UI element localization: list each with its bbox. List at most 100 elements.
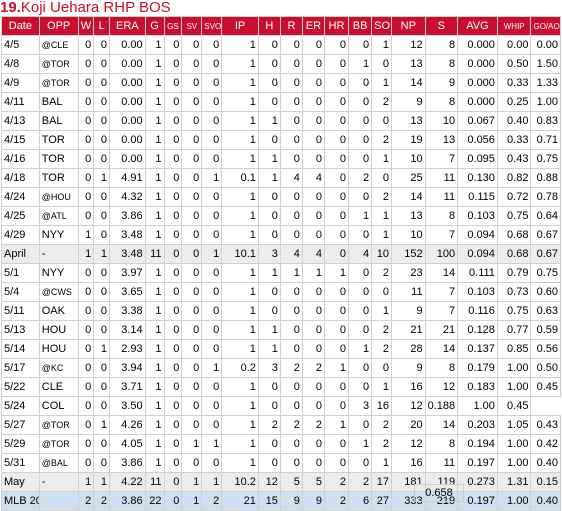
table-cell: 1 [144,130,165,150]
table-cell: 0 [77,130,95,150]
table-cell: 0.40 [530,491,561,511]
table-cell: 17 [371,472,393,492]
table-cell: 1 [371,225,393,245]
table-cell: 0 [77,301,95,321]
table-cell: 1 [371,453,393,473]
table-cell: 2.93 [108,339,146,359]
column-header[interactable]: OPP [38,16,79,36]
table-cell: 2 [371,415,393,435]
table-cell: 0.00 [108,130,146,150]
column-header[interactable]: H [257,16,281,36]
table-cell: 0 [77,282,95,302]
table-cell: 0 [77,415,95,435]
table-cell: 4/15 [1,130,40,150]
table-cell: 0 [348,301,373,321]
table-cell: 0.75 [530,149,561,169]
table-cell: 0 [93,377,110,397]
table-row: 5/17 @KC 0 0 3.94 1 0 0 1 0.2 3 2 2 1 0 0 9 8 0.179 1.00 0.5… [1,358,561,378]
table-cell: 1 [257,168,281,188]
table-cell: 4 [279,244,303,264]
column-header[interactable]: BB [348,16,373,36]
table-cell: 0 [323,187,350,207]
table-cell: 1 [144,301,165,321]
table-cell: 0.33 [496,73,532,93]
table-cell: 3.14 [108,320,146,340]
game-log-table: Date OPP W L ERA G GS SV SVO IP H R ER HR BB SO NP S AVG WH… [1,16,561,511]
table-cell: 0 [163,244,183,264]
column-header[interactable]: G [144,16,165,36]
column-header[interactable]: SVO [201,16,223,36]
column-header[interactable]: NP [391,16,426,36]
table-cell: 152 [391,244,426,264]
table-cell: 0 [301,339,325,359]
column-header[interactable]: SO [371,16,393,36]
table-cell: 0.75 [496,206,532,226]
table-cell: 1.33 [530,73,561,93]
table-cell: 0 [163,491,183,511]
table-cell: 0 [181,263,203,283]
table-cell: 0 [257,225,281,245]
column-header[interactable]: GO/AO [530,16,561,36]
table-cell: 3.94 [108,358,146,378]
table-cell: 3.48 [108,225,146,245]
table-cell: 0 [257,206,281,226]
column-header[interactable]: HR [323,16,350,36]
table-cell: 0 [371,282,393,302]
table-cell: 0 [181,282,203,302]
column-header[interactable]: SV [181,16,203,36]
table-cell: TOR [38,168,79,188]
table-cell: 0 [301,282,325,302]
table-cell: 0.56 [530,339,561,359]
table-cell: 10 [371,244,393,264]
table-cell: 0 [163,206,183,226]
table-cell: 13 [391,54,426,74]
column-header[interactable]: ERA [108,16,146,36]
table-cell: 0 [201,282,223,302]
table-cell: 0 [201,377,223,397]
table-cell: 1 [221,206,259,226]
table-cell: 1 [144,320,165,340]
table-cell: 0 [181,206,203,226]
table-cell: 5 [301,472,325,492]
column-header[interactable]: L [93,16,110,36]
table-cell: 1.00 [496,377,532,397]
table-cell: 181 [391,472,426,492]
table-cell: 2 [323,491,350,511]
table-cell: 4/9 [1,73,40,93]
table-cell: 0 [163,263,183,283]
table-cell: 0 [181,149,203,169]
column-header[interactable]: IP [221,16,259,36]
column-header[interactable]: ER [301,16,325,36]
table-cell: 1 [201,358,223,378]
table-cell: 1 [77,225,95,245]
table-cell: 1 [201,168,223,188]
table-cell: 0 [77,111,95,131]
column-header[interactable]: WHIP [496,16,532,36]
table-cell: 9 [391,358,426,378]
column-header[interactable]: AVG [457,16,498,36]
table-cell: @TOR [38,54,79,74]
table-cell: 0 [301,54,325,74]
column-header[interactable]: GS [163,16,183,36]
column-header[interactable]: W [77,16,95,36]
column-header[interactable]: S [424,16,459,36]
table-cell: 8 [424,92,459,112]
table-cell: 5/24 [1,396,40,416]
table-cell: 1 [257,320,281,340]
table-cell: HOU [38,339,79,359]
table-cell: 0.1 [221,168,259,188]
table-cell: 14 [391,73,426,93]
table-cell: 1 [221,377,259,397]
table-cell: 0 [93,358,110,378]
table-cell: 0.45 [530,377,561,397]
footer-value-box: 0.658 [414,484,464,502]
table-cell: 1 [221,111,259,131]
table-cell: 0.68 [496,225,532,245]
table-cell: 1 [371,35,393,55]
table-cell: 5/22 [1,377,40,397]
table-cell: 100 [424,244,459,264]
column-header[interactable]: Date [1,16,40,36]
table-cell: 0 [201,339,223,359]
table-cell: 1 [221,282,259,302]
column-header[interactable]: R [279,16,303,36]
